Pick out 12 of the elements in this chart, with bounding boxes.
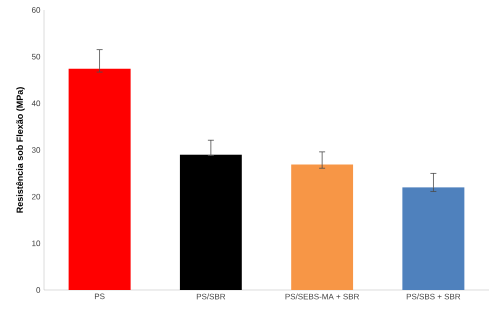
x-tick-label: PS/SEBS-MA + SBR: [286, 294, 359, 300]
x-tick-label: PS: [94, 294, 105, 300]
y-tick-label: 10: [32, 240, 40, 246]
y-tick-label: 20: [32, 194, 40, 200]
y-tick-label: 40: [32, 100, 40, 106]
x-tick-label: PS/SBS + SBR: [406, 294, 460, 300]
y-tick-label: 50: [32, 54, 40, 60]
x-tick-label: PS/SBR: [196, 294, 226, 300]
y-tick-label: 30: [32, 147, 40, 153]
y-tick-label: 0: [36, 287, 40, 293]
y-tick-label: 60: [32, 7, 40, 13]
y-axis-title: Resistência sob Flexão (MPa): [16, 87, 25, 213]
